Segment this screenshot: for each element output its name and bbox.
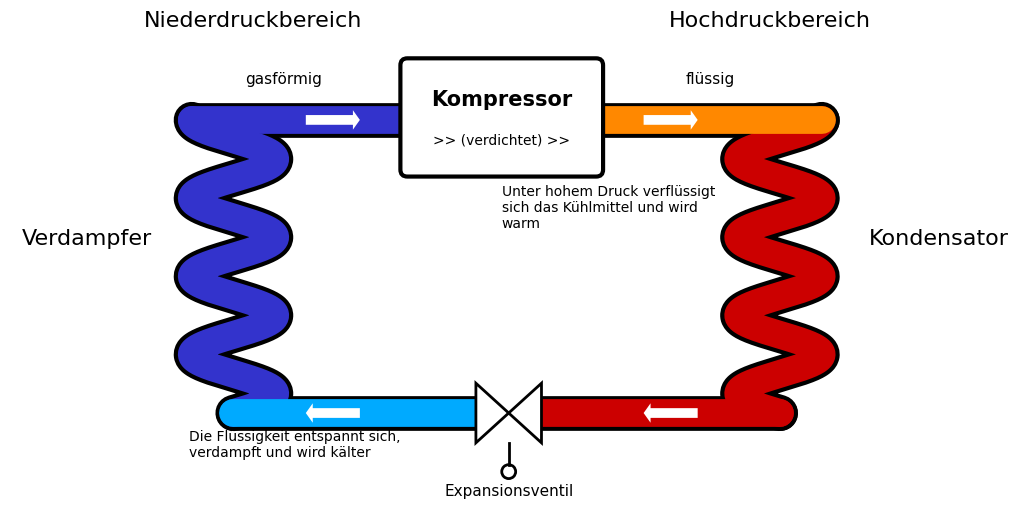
Text: gasförmig: gasförmig — [245, 72, 322, 87]
Text: Niederdruckbereich: Niederdruckbereich — [144, 10, 362, 30]
Text: flüssig: flüssig — [686, 72, 735, 87]
Text: >> (verdichtet) >>: >> (verdichtet) >> — [433, 134, 570, 147]
Text: Unter hohem Druck verflüssigt
sich das Kühlmittel und wird
warm: Unter hohem Druck verflüssigt sich das K… — [502, 184, 715, 231]
Text: Die Flüssigkeit entspannt sich,
verdampft und wird kälter: Die Flüssigkeit entspannt sich, verdampf… — [188, 430, 400, 460]
Text: Verdampfer: Verdampfer — [23, 229, 153, 249]
Polygon shape — [476, 383, 509, 443]
FancyBboxPatch shape — [400, 58, 603, 177]
Polygon shape — [509, 383, 542, 443]
Text: Kompressor: Kompressor — [431, 90, 572, 110]
Text: Expansionsventil: Expansionsventil — [444, 484, 573, 498]
Text: Kondensator: Kondensator — [869, 229, 1009, 249]
Text: Hochdruckbereich: Hochdruckbereich — [669, 10, 871, 30]
